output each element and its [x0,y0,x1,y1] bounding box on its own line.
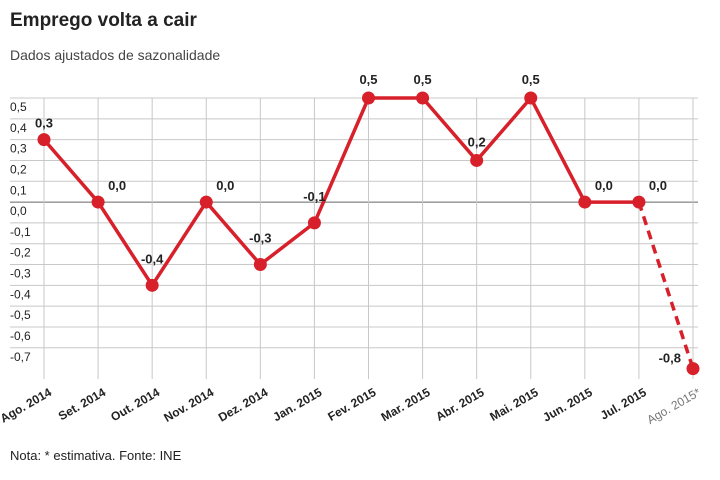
y-tick-label: 0,5 [10,100,27,114]
y-tick-label: 0,1 [10,183,27,197]
x-tick-label: Ago. 2015* [644,385,703,427]
data-label: 0,3 [35,116,53,131]
y-tick-label: -0,3 [10,267,31,281]
data-label: 0,2 [468,134,486,149]
data-label: 0,0 [595,178,613,193]
x-tick-label: Set. 2014 [56,385,108,423]
y-tick-label: 0,0 [10,204,27,218]
data-label: -0,1 [303,189,325,204]
data-label: 0,5 [414,72,432,87]
data-label: 0,5 [522,72,540,87]
y-tick-label: -0,5 [10,308,31,322]
x-tick-label: Jan. 2015 [271,385,325,424]
point [37,133,51,147]
x-tick-label: Mar. 2015 [379,385,433,424]
x-tick-label: Ago. 2014 [0,385,54,426]
x-tick-label: Nov. 2014 [161,385,216,425]
data-label: -0,3 [249,231,271,246]
data-label: 0,0 [108,178,126,193]
y-tick-label: 0,4 [10,121,27,135]
point [632,195,646,209]
x-tick-label: Fev. 2015 [325,385,378,424]
point [686,362,700,376]
data-label: 0,5 [359,72,377,87]
y-tick-label: -0,7 [10,350,31,364]
point [362,91,375,105]
chart-title: Emprego volta a cair [10,10,198,31]
y-tick-label: 0,2 [10,162,27,176]
point [524,91,538,105]
point [416,91,430,105]
line [42,96,639,288]
point [307,216,321,230]
data-label: 0,0 [649,178,667,193]
y-tick-label: -0,4 [10,287,31,301]
note: Nota: * estimativa. Fonte: INE [10,448,182,463]
y-tick-label: -0,6 [10,329,31,343]
data-label: -0,8 [659,351,681,366]
data-label: 0,0 [216,178,234,193]
y-tick-label: -0,2 [10,246,31,260]
x-tick-label: Mai. 2015 [487,385,540,424]
chart-subtitle: Dados ajustados de sazonalidade [10,47,220,63]
point [199,195,213,209]
x-tick-label: Jun. 2015 [540,385,595,425]
data-label: -0,4 [141,251,164,266]
x-tick-label: Jul. 2015 [598,385,649,423]
x-tick-label: Out. 2014 [108,385,162,424]
point [91,195,105,209]
point [470,153,484,167]
point [253,258,267,272]
y-tick-label: 0,3 [10,142,27,156]
point [145,278,159,292]
y-tick-label: -0,1 [10,225,31,239]
point [578,195,592,209]
x-tick-label: Abr. 2015 [433,385,486,424]
x-tick-label: Dez. 2014 [216,385,271,425]
